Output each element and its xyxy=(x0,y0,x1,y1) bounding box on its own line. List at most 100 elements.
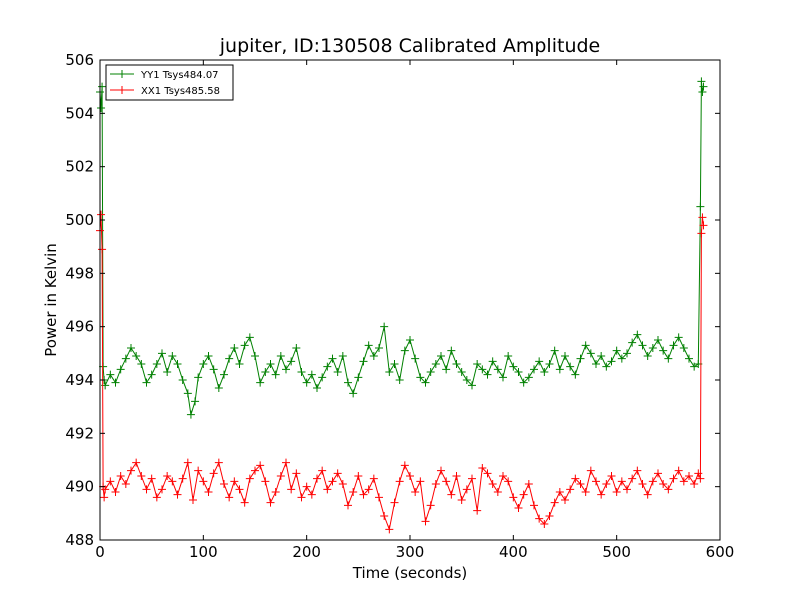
data-point xyxy=(183,458,192,467)
data-point xyxy=(421,378,430,387)
data-point xyxy=(380,322,389,331)
data-point xyxy=(220,480,228,488)
data-point xyxy=(297,493,306,502)
data-point xyxy=(369,474,378,483)
data-point xyxy=(106,370,115,379)
data-point xyxy=(168,352,177,360)
data-point xyxy=(437,466,445,475)
legend-box xyxy=(105,64,234,101)
data-point xyxy=(442,365,451,374)
data-point xyxy=(199,360,208,368)
y-tick-label: 500 xyxy=(65,211,94,229)
data-point xyxy=(607,472,616,480)
data-point xyxy=(354,373,363,382)
data-point xyxy=(147,370,156,379)
data-point xyxy=(338,480,347,488)
data-point xyxy=(183,389,192,398)
data-point xyxy=(173,490,182,499)
data-point xyxy=(364,485,373,494)
data-point xyxy=(276,472,285,480)
data-point xyxy=(514,504,523,512)
data-point xyxy=(540,520,549,528)
chart-title: jupiter, ID:130508 Calibrated Amplitude xyxy=(219,35,600,57)
data-point xyxy=(297,368,306,376)
data-point xyxy=(540,368,549,376)
data-point xyxy=(209,365,218,374)
data-point xyxy=(499,472,507,480)
data-point xyxy=(699,82,708,91)
data-point xyxy=(581,488,590,496)
y-tick-label: 492 xyxy=(65,424,94,442)
legend-marker xyxy=(118,70,126,78)
data-point xyxy=(225,354,234,363)
x-tick-label: 100 xyxy=(189,543,218,561)
data-point xyxy=(530,501,538,510)
data-point xyxy=(607,357,616,366)
y-tick-label: 506 xyxy=(65,51,94,69)
data-point xyxy=(240,341,249,350)
data-point xyxy=(178,474,187,483)
data-point xyxy=(416,373,425,382)
data-point xyxy=(524,373,533,382)
data-point xyxy=(499,373,507,382)
data-point xyxy=(452,360,461,368)
data-point xyxy=(628,338,637,347)
data-point xyxy=(121,354,130,363)
data-point xyxy=(344,378,352,387)
data-point xyxy=(659,480,668,488)
data-point xyxy=(186,410,195,419)
y-tick-label: 498 xyxy=(65,264,94,282)
y-tick-label: 496 xyxy=(65,318,94,336)
data-point xyxy=(648,344,657,352)
data-point xyxy=(623,349,631,358)
data-point xyxy=(690,362,699,371)
data-point xyxy=(555,488,564,496)
data-point xyxy=(468,474,476,483)
data-point xyxy=(452,472,461,480)
data-point xyxy=(121,480,130,488)
data-point xyxy=(669,474,678,483)
data-point xyxy=(214,458,223,467)
data-point xyxy=(447,490,456,499)
data-point xyxy=(519,378,528,387)
data-point xyxy=(111,488,120,496)
data-point xyxy=(535,514,544,523)
data-point xyxy=(266,498,275,507)
data-point xyxy=(524,480,533,488)
legend-marker xyxy=(118,86,126,94)
data-point xyxy=(116,472,125,480)
data-point xyxy=(514,368,523,376)
data-point xyxy=(597,490,606,499)
data-point xyxy=(318,466,327,475)
data-point xyxy=(240,498,249,507)
legend-label: YY1 Tsys484.07 xyxy=(140,70,219,81)
data-point xyxy=(617,354,626,363)
x-tick-label: 300 xyxy=(396,543,425,561)
data-point xyxy=(504,352,513,360)
data-point xyxy=(690,480,699,488)
data-point xyxy=(592,477,600,486)
series-line xyxy=(99,81,704,415)
x-tick-label: 400 xyxy=(499,543,528,561)
data-point xyxy=(328,354,337,363)
data-point xyxy=(617,477,626,486)
data-point xyxy=(261,368,270,376)
data-point xyxy=(98,82,107,91)
data-point xyxy=(385,368,394,376)
data-point xyxy=(132,352,141,360)
data-point xyxy=(468,381,476,390)
data-point xyxy=(566,362,575,371)
data-point xyxy=(142,485,151,494)
data-point xyxy=(251,352,259,360)
data-point xyxy=(457,496,466,504)
y-axis-label: Power in Kelvin xyxy=(42,243,60,357)
data-point xyxy=(679,477,688,486)
data-point xyxy=(354,472,363,480)
y-tick-label: 502 xyxy=(65,158,94,176)
data-point xyxy=(457,368,466,376)
data-point xyxy=(679,344,688,352)
data-point xyxy=(519,490,528,499)
data-point xyxy=(685,354,693,363)
data-point xyxy=(261,477,270,486)
